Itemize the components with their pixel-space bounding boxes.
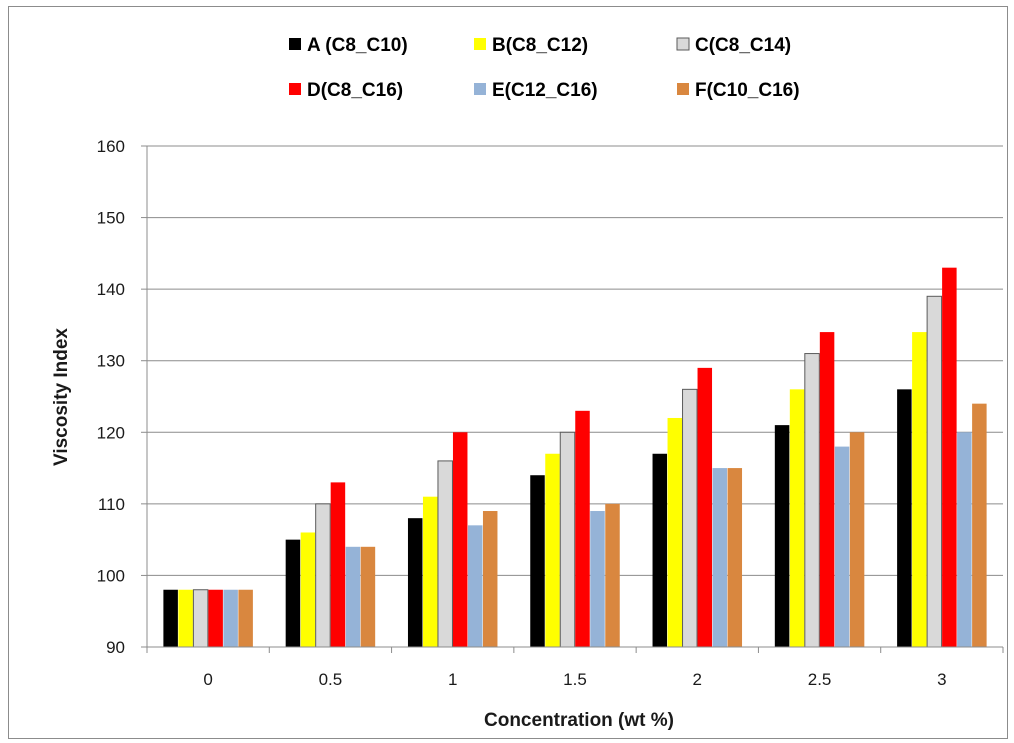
y-tick-label: 90 bbox=[106, 638, 125, 657]
bar bbox=[178, 589, 193, 647]
bar bbox=[482, 511, 498, 647]
bar bbox=[727, 468, 743, 647]
bar bbox=[223, 589, 238, 647]
bar bbox=[897, 389, 912, 647]
y-axis-ticks: 90 100 110 120 130 140 150 160 bbox=[97, 137, 147, 657]
bar bbox=[315, 503, 331, 648]
bar bbox=[652, 453, 668, 647]
bar bbox=[942, 267, 957, 647]
bar bbox=[208, 589, 223, 647]
bar bbox=[360, 546, 376, 647]
legend-swatch bbox=[289, 83, 301, 95]
y-tick-label: 130 bbox=[97, 352, 125, 371]
x-tick-label: 1.5 bbox=[563, 670, 587, 689]
y-tick-label: 100 bbox=[97, 566, 125, 585]
x-tick-label: 0 bbox=[203, 670, 212, 689]
bar bbox=[972, 403, 987, 647]
bar bbox=[849, 432, 865, 647]
bar bbox=[530, 475, 545, 647]
bar bbox=[682, 388, 698, 648]
legend-item: E(C12_C16) bbox=[474, 80, 598, 101]
legend-label: A (C8_C10) bbox=[307, 35, 408, 56]
y-tick-label: 160 bbox=[97, 137, 125, 156]
y-tick-label: 140 bbox=[97, 280, 125, 299]
legend: A (C8_C10) B(C8_C12) C(C8_C14) D(C8_C16) E(C… bbox=[289, 35, 800, 101]
bar bbox=[407, 518, 423, 647]
bar bbox=[697, 367, 713, 647]
bars bbox=[163, 267, 987, 648]
bar bbox=[452, 432, 468, 647]
legend-label: B(C8_C12) bbox=[492, 35, 588, 56]
bar bbox=[789, 389, 805, 647]
bar bbox=[957, 432, 972, 647]
bar bbox=[667, 417, 683, 647]
y-tick-label: 120 bbox=[97, 423, 125, 442]
bar bbox=[545, 453, 560, 647]
bar bbox=[575, 410, 590, 647]
bar bbox=[300, 532, 316, 647]
legend-label: C(C8_C14) bbox=[695, 35, 791, 56]
legend-label: F(C10_C16) bbox=[695, 80, 800, 101]
bar-chart: A (C8_C10) B(C8_C12) C(C8_C14) D(C8_C16) E(C… bbox=[51, 35, 1004, 731]
bar bbox=[238, 589, 253, 647]
y-tick-label: 110 bbox=[98, 495, 125, 514]
x-tick-label: 0.5 bbox=[319, 670, 343, 689]
legend-item: B(C8_C12) bbox=[474, 35, 588, 56]
x-tick-label: 2.5 bbox=[808, 670, 832, 689]
x-tick-label: 2 bbox=[693, 670, 702, 689]
bar bbox=[912, 332, 927, 647]
bar bbox=[926, 295, 943, 648]
bar bbox=[163, 589, 178, 647]
bar bbox=[345, 546, 361, 647]
legend-swatch bbox=[677, 83, 689, 95]
x-axis-ticks: 0 0.5 1 1.5 2 2.5 3 bbox=[146, 647, 1004, 689]
bar bbox=[330, 482, 346, 647]
y-tick-label: 150 bbox=[97, 209, 125, 228]
legend-item: C(C8_C14) bbox=[676, 35, 791, 56]
bar bbox=[819, 332, 835, 647]
bar bbox=[774, 425, 790, 647]
legend-label: D(C8_C16) bbox=[307, 80, 403, 101]
bar bbox=[422, 496, 438, 647]
legend-label: E(C12_C16) bbox=[492, 80, 598, 101]
bar bbox=[804, 353, 820, 648]
bar bbox=[590, 511, 605, 647]
y-axis-title: Viscosity Index bbox=[51, 328, 72, 466]
x-tick-label: 3 bbox=[937, 670, 946, 689]
legend-item: F(C10_C16) bbox=[677, 80, 800, 101]
legend-swatch bbox=[474, 38, 486, 50]
chart-frame: A (C8_C10) B(C8_C12) C(C8_C14) D(C8_C16) E(C… bbox=[8, 6, 1008, 739]
bar bbox=[605, 503, 620, 647]
legend-swatch bbox=[289, 38, 301, 50]
bar bbox=[437, 460, 453, 648]
legend-swatch bbox=[676, 37, 690, 51]
bar bbox=[285, 539, 301, 647]
bar bbox=[559, 431, 576, 648]
legend-item: D(C8_C16) bbox=[289, 80, 403, 101]
legend-item: A (C8_C10) bbox=[289, 35, 408, 56]
x-axis-title: Concentration (wt %) bbox=[484, 710, 674, 731]
bar bbox=[712, 468, 728, 647]
axes bbox=[146, 146, 1003, 648]
bar bbox=[192, 589, 209, 648]
x-tick-label: 1 bbox=[448, 670, 457, 689]
bar bbox=[834, 446, 850, 647]
legend-swatch bbox=[474, 83, 486, 95]
bar bbox=[467, 525, 483, 647]
